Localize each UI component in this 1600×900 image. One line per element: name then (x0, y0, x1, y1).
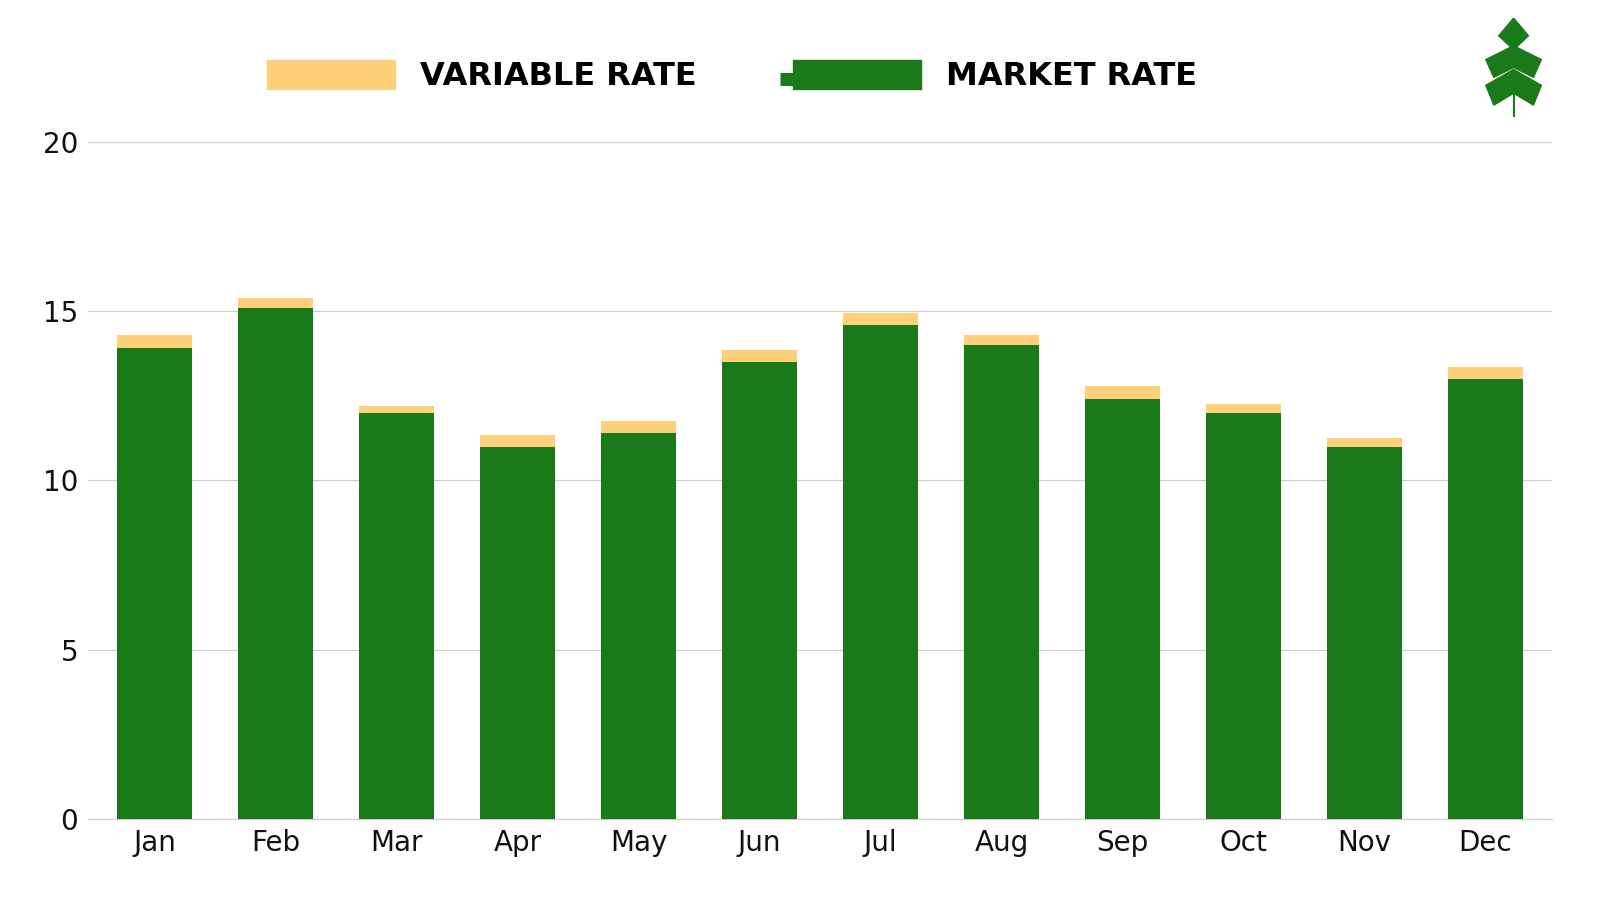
Bar (1085, 385, 1160, 400)
Polygon shape (1486, 69, 1514, 105)
Bar (1206, 404, 1282, 413)
Bar (843, 325, 918, 819)
Bar (843, 313, 918, 325)
Bar (1448, 367, 1523, 379)
Bar (480, 446, 555, 819)
Bar (722, 362, 797, 819)
Bar (602, 433, 677, 819)
Bar (1326, 438, 1402, 446)
Bar (963, 345, 1038, 819)
Legend: VARIABLE RATE, MARKET RATE: VARIABLE RATE, MARKET RATE (267, 60, 1197, 92)
Bar (117, 335, 192, 348)
Bar (238, 298, 314, 308)
Bar (480, 435, 555, 446)
Bar (117, 348, 192, 819)
Bar (602, 421, 677, 433)
Bar (358, 406, 434, 413)
Bar (1448, 379, 1523, 819)
Polygon shape (1486, 46, 1514, 77)
Bar (238, 308, 314, 819)
Bar (1206, 413, 1282, 819)
Bar (1326, 446, 1402, 819)
Text: ■ Cents per kWh: ■ Cents per kWh (779, 70, 923, 88)
Bar (722, 350, 797, 362)
Bar (963, 335, 1038, 345)
Polygon shape (1514, 69, 1541, 105)
Bar (358, 413, 434, 819)
Polygon shape (1514, 46, 1541, 77)
Polygon shape (1499, 18, 1528, 50)
Bar (1085, 400, 1160, 819)
